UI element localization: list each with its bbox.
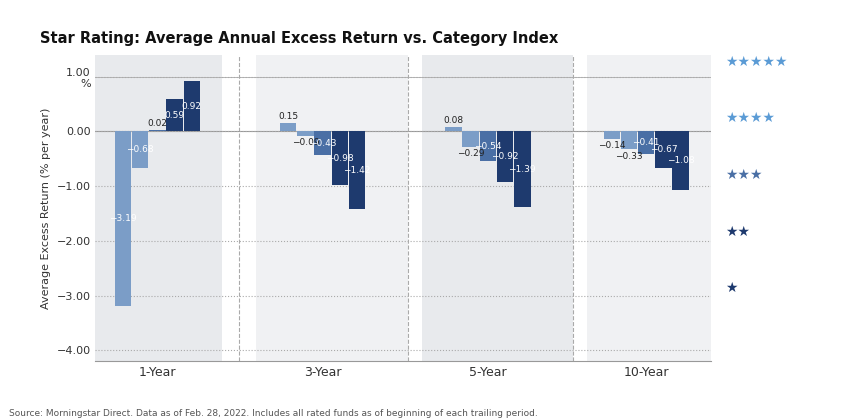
Text: −0.43: −0.43 <box>309 139 336 147</box>
Text: 0.02: 0.02 <box>147 119 167 128</box>
Text: −0.54: −0.54 <box>474 142 502 150</box>
Bar <box>315 131 331 155</box>
Text: 0.08: 0.08 <box>443 116 464 125</box>
Bar <box>280 123 297 131</box>
Bar <box>603 131 620 139</box>
Bar <box>497 131 513 181</box>
Bar <box>132 131 148 168</box>
Bar <box>587 55 711 361</box>
Bar <box>149 130 166 131</box>
Text: −0.98: −0.98 <box>326 154 354 163</box>
Text: 0.92: 0.92 <box>182 102 202 110</box>
Text: −0.67: −0.67 <box>649 145 677 154</box>
Text: −1.08: −1.08 <box>667 156 694 165</box>
Bar <box>297 131 314 136</box>
Text: ★★★★: ★★★★ <box>725 111 775 125</box>
Text: 0.59: 0.59 <box>165 110 185 120</box>
Text: −0.41: −0.41 <box>632 138 660 147</box>
Text: −0.29: −0.29 <box>457 150 485 158</box>
Text: −0.92: −0.92 <box>492 152 518 161</box>
Text: Star Rating: Average Annual Excess Return vs. Category Index: Star Rating: Average Annual Excess Retur… <box>40 32 558 47</box>
Bar <box>514 131 531 207</box>
Text: Source: Morningstar Direct. Data as of Feb. 28, 2022. Includes all rated funds a: Source: Morningstar Direct. Data as of F… <box>9 409 538 418</box>
Bar <box>184 81 200 131</box>
Bar <box>673 131 689 190</box>
Text: ★: ★ <box>725 281 737 295</box>
Bar <box>166 99 183 131</box>
Text: −0.68: −0.68 <box>127 145 154 155</box>
Bar <box>114 131 131 306</box>
Text: −0.14: −0.14 <box>598 141 625 150</box>
Text: −1.42: −1.42 <box>343 165 371 175</box>
Text: ★★★: ★★★ <box>725 168 762 182</box>
Text: −3.19: −3.19 <box>109 214 137 223</box>
Bar <box>638 131 655 154</box>
Bar <box>479 131 496 161</box>
Text: −0.09: −0.09 <box>291 138 319 147</box>
Text: 0.15: 0.15 <box>278 112 298 121</box>
Text: −0.33: −0.33 <box>616 152 642 160</box>
Bar <box>421 55 573 361</box>
Text: ★★: ★★ <box>725 225 750 239</box>
Text: −1.39: −1.39 <box>508 165 536 174</box>
Bar <box>655 131 672 168</box>
Bar <box>95 55 222 361</box>
Text: ★★★★★: ★★★★★ <box>725 55 787 68</box>
Bar <box>445 127 462 131</box>
Bar <box>462 131 479 147</box>
Y-axis label: Average Excess Return (% per year): Average Excess Return (% per year) <box>41 107 51 309</box>
Bar <box>257 55 408 361</box>
Bar <box>621 131 637 150</box>
Bar <box>331 131 348 185</box>
Bar <box>349 131 365 209</box>
